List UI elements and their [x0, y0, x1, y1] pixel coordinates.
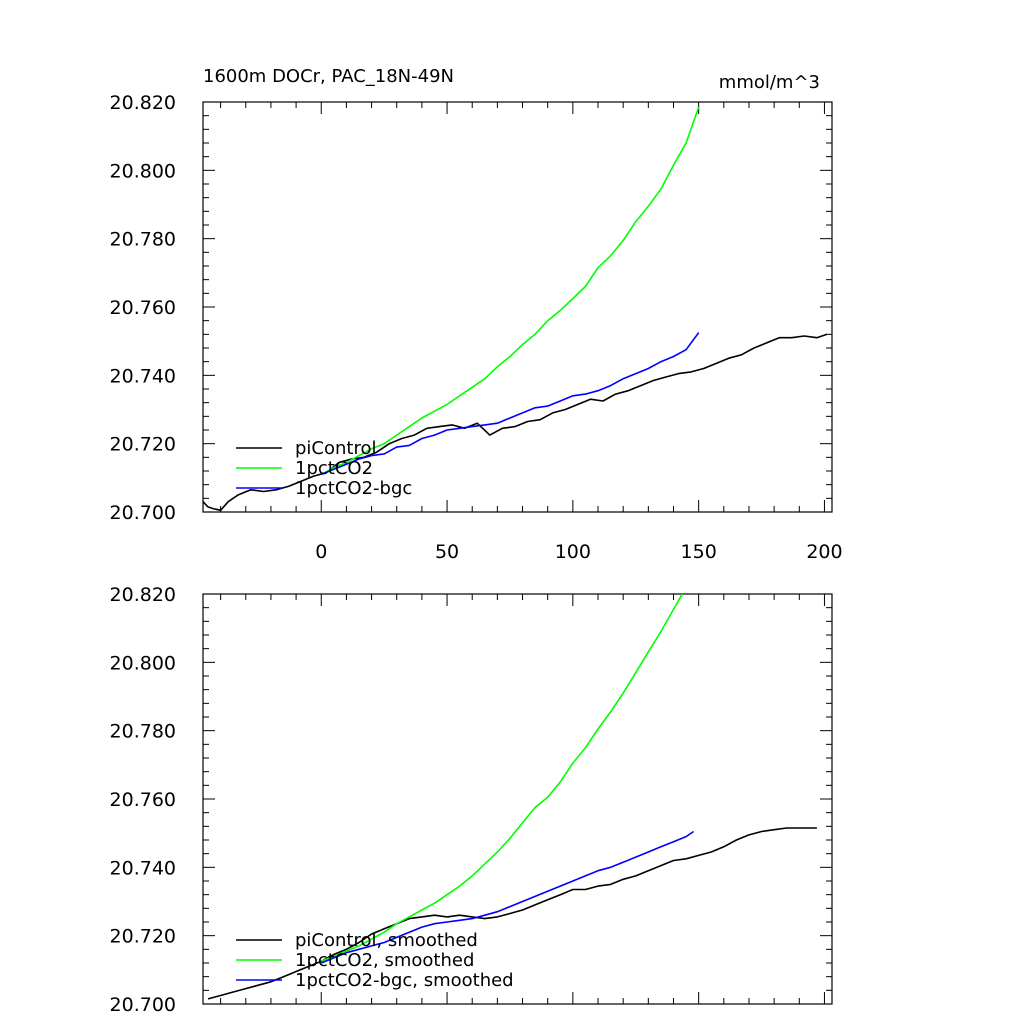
bottom-panel: 20.700 20.720 20.740 20.760 20.780 20.800 20.8…	[110, 584, 833, 1016]
x-tick-label: 100	[555, 541, 591, 563]
top-panel: 20.700 20.720 20.740 20.760 20.780 20.800 20.8…	[110, 66, 843, 563]
series-line-3	[320, 830, 695, 964]
units-label: mmol/m^3	[719, 72, 820, 93]
x-tick-label: 0	[315, 541, 327, 563]
y-tick-label: 20.800	[110, 160, 176, 182]
series-line-3	[320, 332, 700, 476]
y-tick-label: 20.760	[110, 297, 176, 319]
y-tick-label: 20.700	[110, 502, 176, 524]
series-line-2	[320, 594, 684, 963]
y-tick-label: 20.800	[110, 652, 176, 674]
series-line-2	[320, 106, 700, 476]
series-line-1	[203, 333, 828, 512]
legend-label: 1pctCO2-bgc	[295, 478, 412, 499]
legend-label: piControl	[295, 438, 377, 459]
y-tick-label: 20.820	[110, 584, 176, 606]
y-tick-label: 20.700	[110, 994, 176, 1016]
x-tick-label: 200	[806, 541, 842, 563]
y-tick-label: 20.780	[110, 229, 176, 251]
y-tick-label: 20.760	[110, 789, 176, 811]
y-tick-label: 20.740	[110, 365, 176, 387]
chart-title: 1600m DOCr, PAC_18N-49N	[203, 66, 454, 87]
y-tick-label: 20.720	[110, 926, 176, 948]
legend-label: piControl, smoothed	[295, 930, 478, 951]
y-tick-label: 20.740	[110, 857, 176, 879]
y-tick-label: 20.720	[110, 434, 176, 456]
y-tick-label: 20.780	[110, 721, 176, 743]
x-tick-label: 50	[435, 541, 459, 563]
legend-label: 1pctCO2	[295, 458, 373, 479]
legend-label: 1pctCO2, smoothed	[295, 950, 474, 971]
y-tick-label: 20.820	[110, 92, 176, 114]
x-tick-label: 150	[681, 541, 717, 563]
legend-label: 1pctCO2-bgc, smoothed	[295, 970, 514, 991]
series-line-1	[207, 827, 817, 1000]
